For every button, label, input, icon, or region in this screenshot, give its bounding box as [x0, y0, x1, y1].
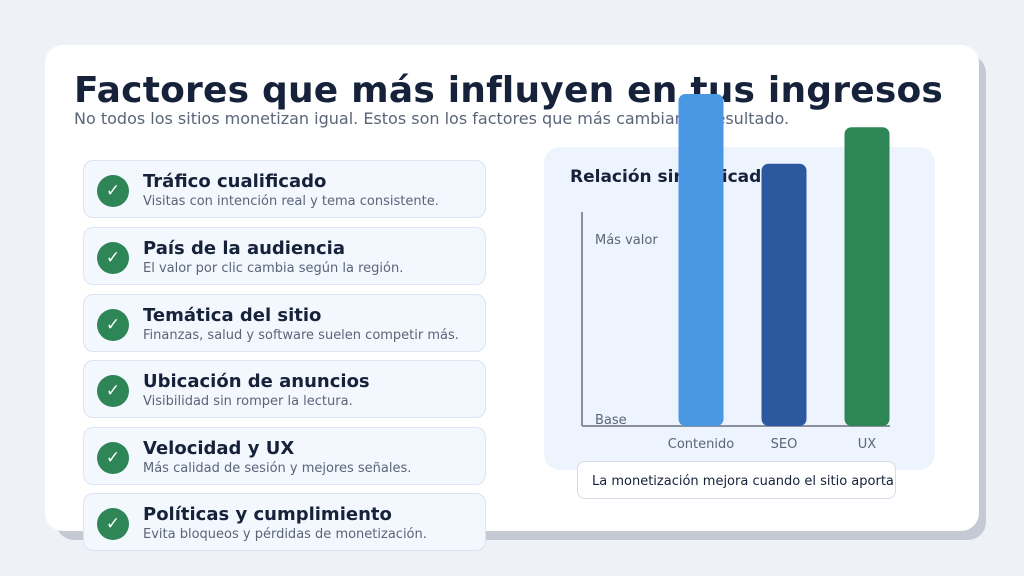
check-icon: ✓	[97, 309, 129, 341]
y-tick-label-top: Más valor	[595, 233, 658, 248]
factor-title: Velocidad y UX	[143, 438, 295, 459]
factor-title: Políticas y cumplimiento	[143, 504, 392, 525]
factor-desc: Visibilidad sin romper la lectura.	[143, 394, 353, 409]
x-tick-label: Contenido	[668, 437, 734, 452]
factor-title: País de la audiencia	[143, 238, 345, 259]
bar-contenido	[678, 94, 724, 426]
x-tick-label: UX	[858, 437, 877, 452]
factor-item: ✓ Temática del sitio Finanzas, salud y s…	[83, 294, 486, 352]
bar-seo	[761, 163, 807, 426]
factor-item: ✓ Políticas y cumplimiento Evita bloqueo…	[83, 493, 486, 551]
factor-item: ✓ Velocidad y UX Más calidad de sesión y…	[83, 427, 486, 485]
x-tick-label: SEO	[771, 437, 798, 452]
page-subtitle: No todos los sitios monetizan igual. Est…	[74, 109, 790, 128]
note-text: La monetización mejora cuando el sitio a…	[592, 474, 895, 489]
factor-desc: El valor por clic cambia según la región…	[143, 261, 404, 276]
factor-desc: Finanzas, salud y software suelen compet…	[143, 328, 459, 343]
factor-desc: Evita bloqueos y pérdidas de monetizació…	[143, 527, 427, 542]
note-box: La monetización mejora cuando el sitio a…	[577, 461, 896, 499]
factor-title: Tráfico cualificado	[143, 171, 327, 192]
y-tick-label-bottom: Base	[595, 413, 627, 428]
check-icon: ✓	[97, 442, 129, 474]
check-icon: ✓	[97, 175, 129, 207]
factor-item: ✓ Tráfico cualificado Visitas con intenc…	[83, 160, 486, 218]
page-title: Factores que más influyen en tus ingreso…	[74, 70, 944, 111]
factor-item: ✓ País de la audiencia El valor por clic…	[83, 227, 486, 285]
factor-desc: Más calidad de sesión y mejores señales.	[143, 461, 412, 476]
bar-ux	[844, 127, 890, 426]
factor-desc: Visitas con intención real y tema consis…	[143, 194, 439, 209]
factor-title: Temática del sitio	[143, 305, 322, 326]
check-icon: ✓	[97, 508, 129, 540]
check-icon: ✓	[97, 375, 129, 407]
factor-title: Ubicación de anuncios	[143, 371, 370, 392]
factor-item: ✓ Ubicación de anuncios Visibilidad sin …	[83, 360, 486, 418]
check-icon: ✓	[97, 242, 129, 274]
